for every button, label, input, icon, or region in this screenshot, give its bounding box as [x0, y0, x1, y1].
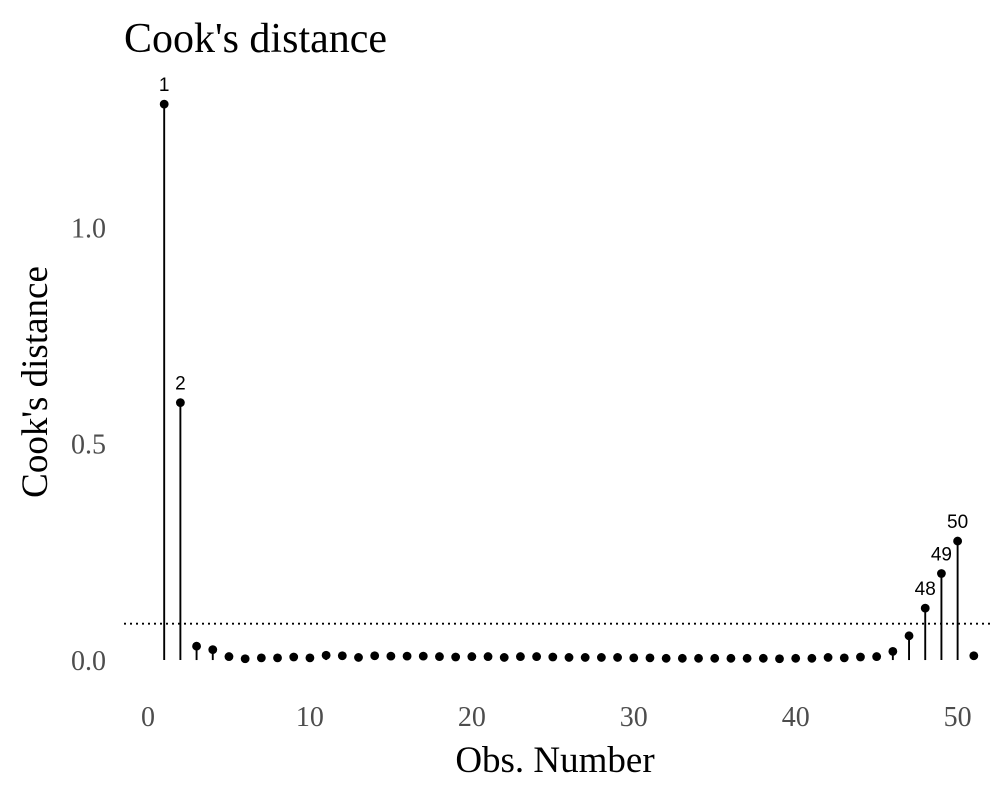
point-obs-26: [564, 653, 574, 662]
point-label-50: 50: [947, 512, 968, 533]
point-obs-35: [710, 653, 720, 663]
point-obs-29: [613, 653, 622, 662]
point-obs-15: [386, 651, 396, 661]
point-obs-18: [435, 652, 444, 661]
point-obs-42: [823, 653, 833, 662]
point-obs-10: [305, 653, 315, 663]
point-obs-44: [856, 652, 865, 662]
point-obs-21: [483, 652, 493, 661]
x-tick-label: 10: [296, 702, 324, 733]
point-obs-17: [418, 651, 428, 661]
point-obs-46: [888, 646, 898, 656]
point-obs-45: [872, 652, 882, 661]
x-tick-label: 50: [944, 702, 972, 733]
point-obs-6: [240, 654, 250, 664]
point-obs-8: [273, 653, 282, 663]
point-obs-38: [758, 653, 768, 663]
point-obs-31: [645, 653, 655, 663]
point-obs-30: [629, 653, 639, 663]
y-tick-label: 0.5: [71, 430, 106, 461]
point-labels-layer: 1 2 48 49 50: [159, 75, 968, 600]
point-obs-14: [370, 651, 380, 661]
point-obs-43: [839, 653, 849, 663]
point-obs-36: [726, 653, 736, 663]
y-axis-title: Cook's distance: [15, 266, 56, 498]
point-obs-16: [402, 651, 412, 661]
x-axis-title: Obs. Number: [455, 740, 654, 781]
point-obs-13: [354, 653, 363, 662]
point-obs-9: [289, 652, 299, 662]
marks-layer: [159, 99, 979, 664]
x-tick-label: 0: [141, 702, 155, 733]
x-tick-label: 20: [458, 702, 486, 733]
point-obs-12: [337, 651, 347, 661]
point-obs-5: [224, 652, 234, 661]
point-label-48: 48: [915, 579, 936, 600]
point-obs-33: [677, 653, 687, 663]
point-obs-40: [791, 653, 801, 663]
point-obs-19: [451, 652, 461, 662]
point-obs-22: [499, 653, 509, 662]
point-obs-20: [467, 652, 477, 661]
point-obs-47: [904, 631, 914, 641]
point-obs-11: [321, 650, 331, 660]
point-obs-39: [775, 654, 784, 664]
point-obs-32: [661, 653, 671, 663]
point-obs-4: [208, 645, 218, 655]
point-obs-34: [694, 653, 703, 663]
x-axis-ticks: 0 10 20 30 40 50: [141, 702, 972, 733]
point-obs-3: [192, 641, 201, 651]
point-obs-51: [969, 651, 979, 661]
point-obs-28: [596, 653, 606, 662]
point-label-1: 1: [159, 75, 170, 96]
point-obs-1: [159, 99, 169, 109]
point-label-49: 49: [931, 545, 952, 566]
point-obs-24: [532, 652, 542, 661]
y-tick-label: 0.0: [71, 646, 106, 677]
chart-title: Cook's distance: [124, 16, 387, 62]
point-obs-50: [953, 536, 963, 546]
point-obs-27: [580, 653, 590, 662]
point-obs-7: [256, 653, 266, 663]
y-tick-label: 1.0: [71, 213, 106, 244]
point-obs-23: [516, 652, 525, 661]
point-obs-2: [175, 398, 185, 408]
point-obs-48: [920, 603, 930, 613]
y-axis-ticks: 0.0 0.5 1.0: [71, 213, 106, 677]
x-tick-label: 30: [620, 702, 648, 733]
point-obs-49: [937, 569, 946, 578]
point-obs-25: [548, 652, 558, 662]
point-obs-41: [807, 653, 817, 663]
x-tick-label: 40: [782, 702, 810, 733]
point-label-2: 2: [175, 374, 186, 395]
point-obs-37: [742, 653, 752, 663]
